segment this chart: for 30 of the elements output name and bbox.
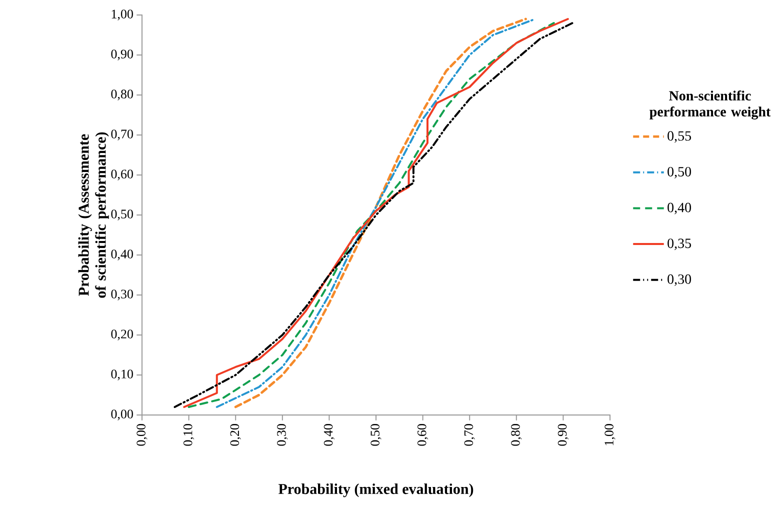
x-tick-label: 0,30 xyxy=(277,424,288,446)
x-axis-title: Probability (mixed evaluation) xyxy=(278,484,474,498)
x-tick-label: 0,80 xyxy=(511,424,522,446)
legend-label: 0,50 xyxy=(668,166,692,178)
x-tick-label: 0,10 xyxy=(183,424,194,446)
legend-title: Non-scientific performance weight xyxy=(650,90,771,120)
y-tick-label: 0,80 xyxy=(111,90,133,100)
y-tick-label: 0,10 xyxy=(111,370,133,380)
x-tick-label: 0,60 xyxy=(417,424,428,446)
x-tick-label: 0,00 xyxy=(136,424,148,446)
x-tick-label: 0,20 xyxy=(230,424,241,446)
x-tick-label: 0,50 xyxy=(370,424,382,446)
y-tick-label: 1,00 xyxy=(112,10,133,20)
y-tick-label: 0,50 xyxy=(111,210,133,220)
x-tick-label: 0,40 xyxy=(324,424,335,446)
legend-label: 0,30 xyxy=(668,274,692,286)
y-tick-label: 0,70 xyxy=(111,130,133,140)
x-tick-label: 0,90 xyxy=(558,424,569,446)
legend-label: 0,55 xyxy=(668,131,692,143)
y-tick-label: 0,20 xyxy=(111,330,133,340)
y-tick-label: 0,00 xyxy=(111,410,133,420)
y-tick-label: 0,30 xyxy=(111,290,133,300)
y-tick-label: 0,60 xyxy=(111,170,133,180)
legend-label: 0,35 xyxy=(668,238,692,250)
x-tick-label: 1,00 xyxy=(604,424,616,446)
y-tick-label: 0,90 xyxy=(111,50,133,60)
y-tick-label: 0,40 xyxy=(111,250,133,260)
x-tick-label: 0,70 xyxy=(464,424,475,446)
legend-label: 0,40 xyxy=(668,202,692,214)
y-axis-title: Probability (Assessmente of scientific performance) xyxy=(78,132,109,298)
